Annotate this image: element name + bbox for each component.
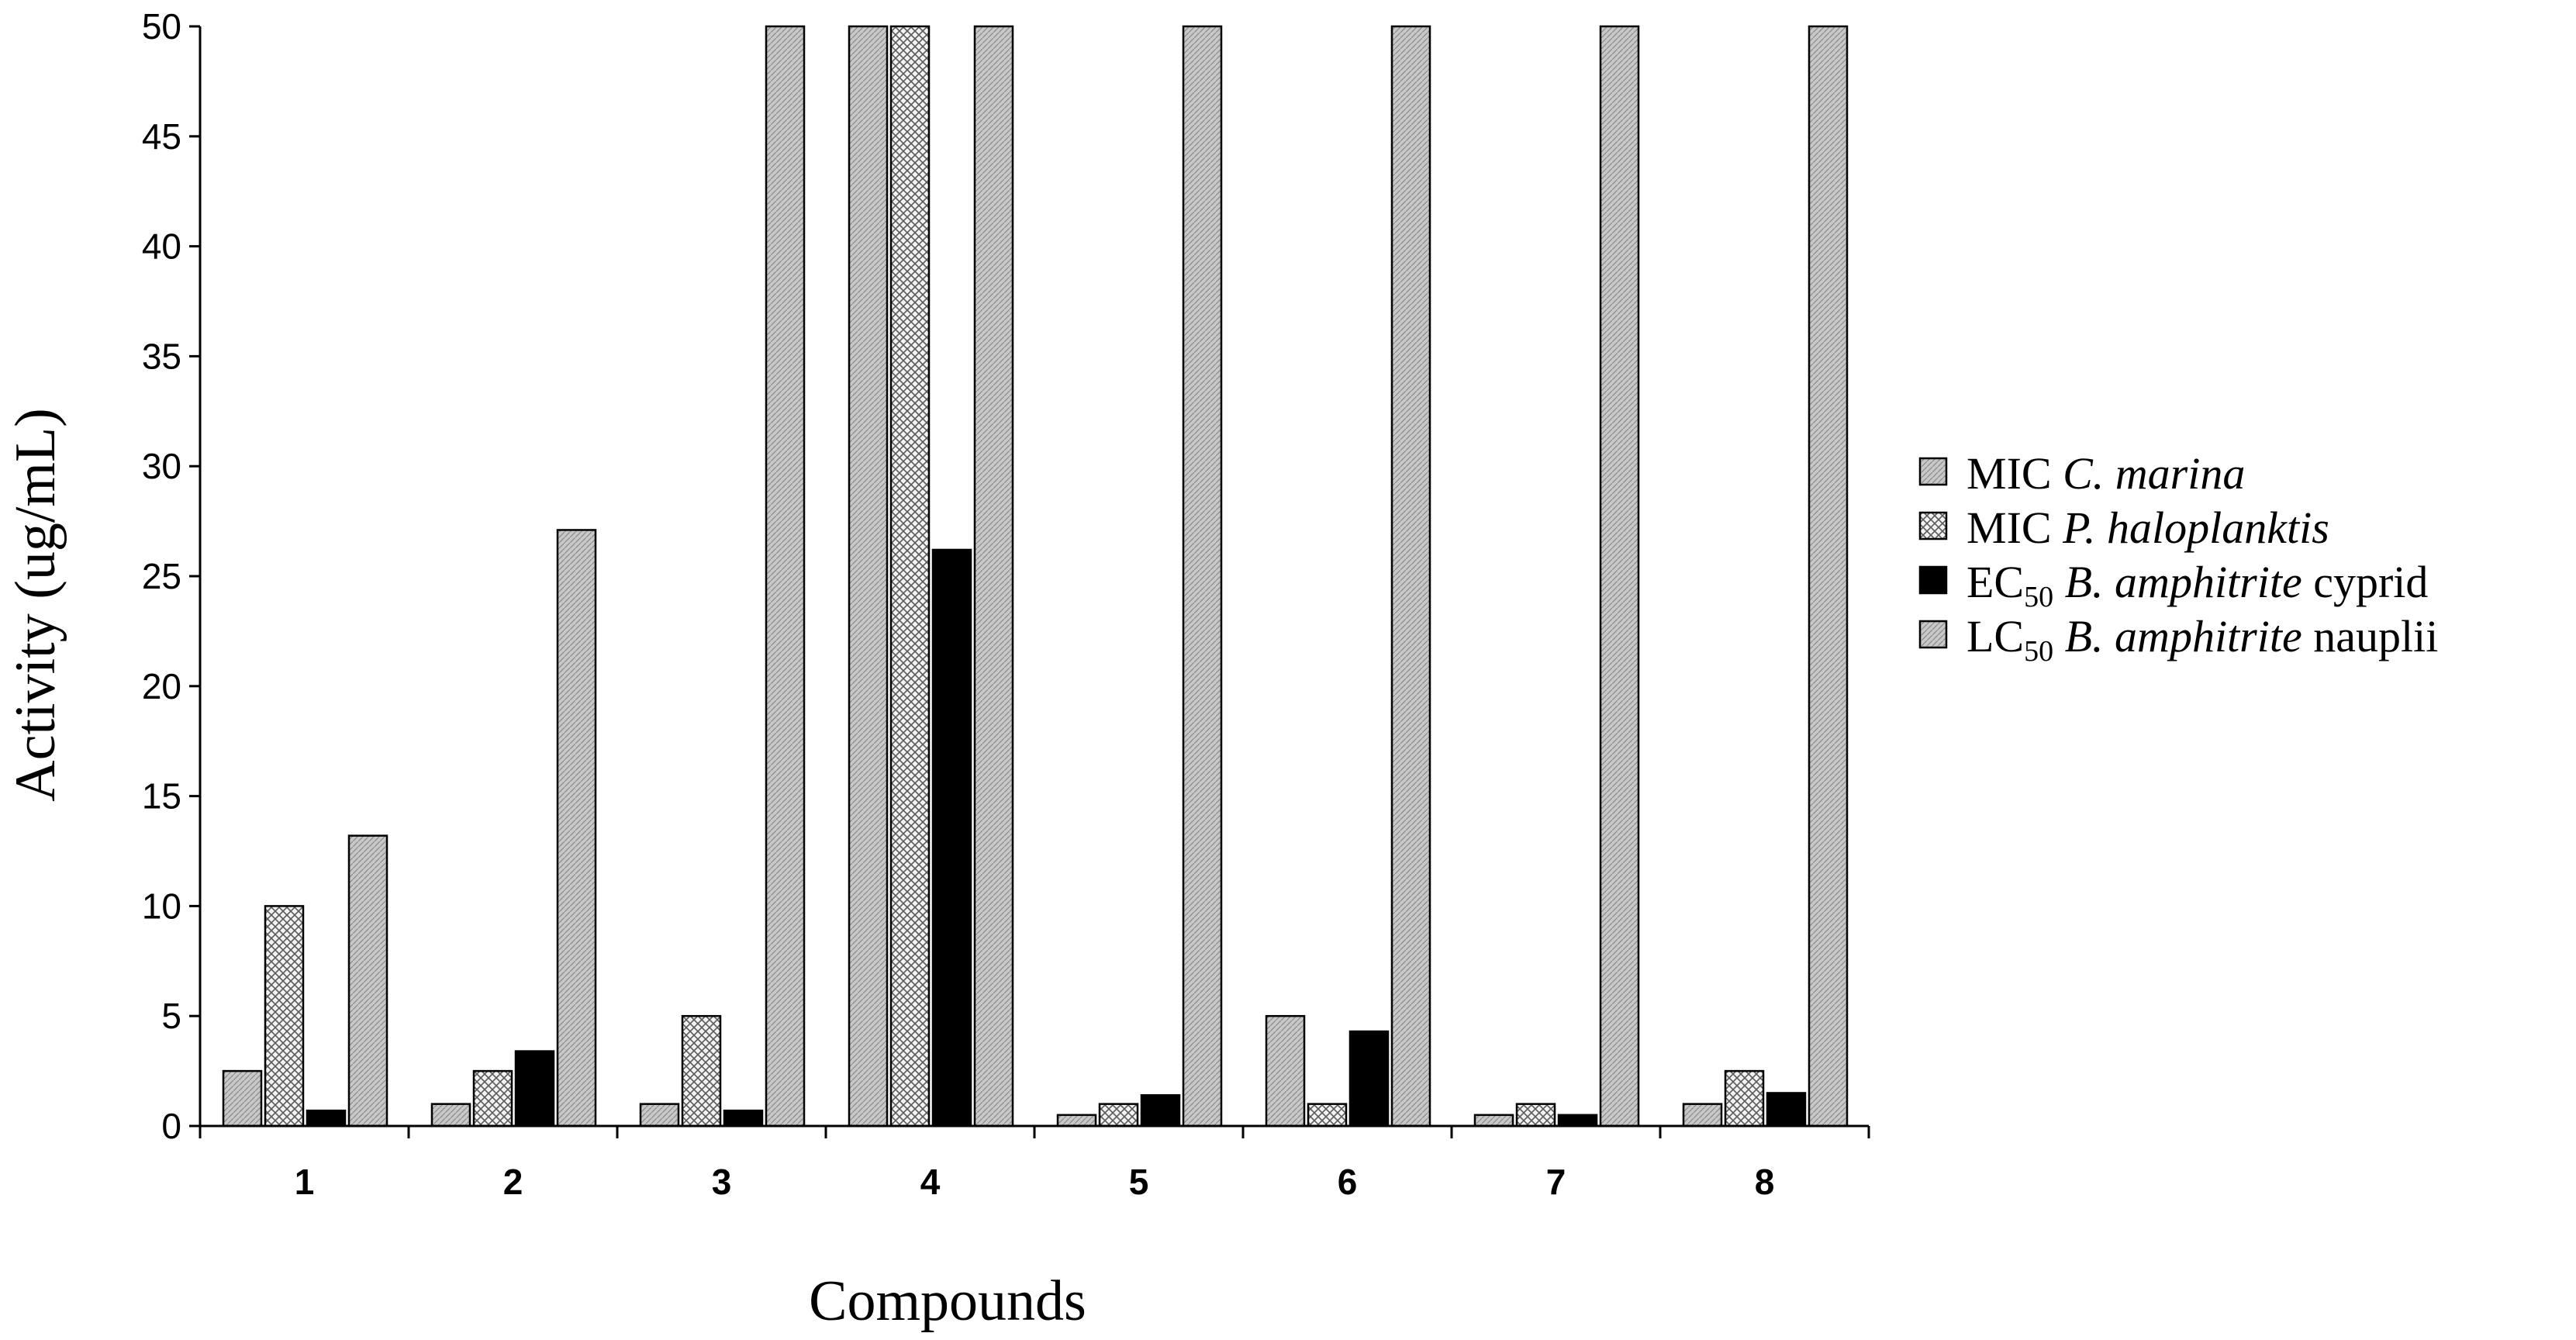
x-category-label: 4 xyxy=(920,1162,941,1202)
bar xyxy=(1140,1094,1181,1128)
bar xyxy=(639,1103,680,1128)
legend-label: LC50 B. amphitrite nauplii xyxy=(1967,611,2438,668)
bar xyxy=(472,1069,513,1128)
y-tick-label: 15 xyxy=(142,776,181,817)
y-tick-label: 0 xyxy=(161,1106,181,1146)
bar xyxy=(1682,1103,1723,1128)
x-category-label: 5 xyxy=(1129,1162,1149,1202)
bar xyxy=(264,905,305,1128)
x-category-label: 1 xyxy=(295,1162,315,1202)
bar xyxy=(430,1103,471,1128)
bar xyxy=(1724,1069,1765,1128)
bar xyxy=(1098,1103,1139,1128)
y-tick-label: 30 xyxy=(142,446,181,486)
bar xyxy=(1808,25,1849,1128)
bar xyxy=(765,25,806,1128)
bar xyxy=(1348,1030,1390,1128)
bar xyxy=(1390,25,1431,1128)
y-axis-title: Activity (ug/mL) xyxy=(4,408,67,802)
legend-label: MIC P. haloplanktis xyxy=(1967,502,2329,553)
x-category-label: 8 xyxy=(1755,1162,1775,1202)
y-tick-label: 50 xyxy=(142,6,181,47)
y-tick-label: 10 xyxy=(142,886,181,926)
legend-label: MIC C. marina xyxy=(1967,448,2245,499)
y-tick-label: 25 xyxy=(142,556,181,596)
bar xyxy=(1599,25,1640,1128)
y-ticks: 0 5 10 15 20 25 30 35 40 45 50 xyxy=(142,6,200,1146)
bar xyxy=(1557,1114,1598,1128)
legend-swatch xyxy=(1918,457,1948,486)
x-category-label: 3 xyxy=(712,1162,732,1202)
bar xyxy=(889,25,931,1128)
bar xyxy=(848,25,889,1128)
bar xyxy=(1766,1092,1807,1128)
bar xyxy=(514,1050,555,1128)
bar xyxy=(1182,25,1223,1128)
y-tick-label: 35 xyxy=(142,336,181,376)
x-category-label: 2 xyxy=(503,1162,523,1202)
x-category-label: 7 xyxy=(1546,1162,1566,1202)
y-tick-label: 45 xyxy=(142,116,181,157)
bar xyxy=(1056,1114,1097,1128)
bar xyxy=(1515,1103,1556,1128)
y-tick-label: 20 xyxy=(142,666,181,706)
legend-swatch xyxy=(1918,620,1948,649)
bar xyxy=(347,834,388,1128)
bar xyxy=(556,529,597,1128)
y-tick-label: 5 xyxy=(161,996,181,1036)
y-tick-label: 40 xyxy=(142,226,181,267)
legend-label: EC50 B. amphitrite cyprid xyxy=(1967,557,2428,613)
bar xyxy=(723,1109,764,1128)
bar xyxy=(1473,1114,1514,1128)
legend-swatch xyxy=(1918,565,1948,595)
bar xyxy=(1307,1103,1348,1128)
x-axis-title: Compounds xyxy=(809,1269,1086,1333)
x-ticks: 1 2 3 4 5 6 7 8 xyxy=(199,1126,1870,1202)
bars xyxy=(222,25,1849,1128)
legend-swatch xyxy=(1918,511,1948,540)
bar xyxy=(222,1069,263,1128)
bar xyxy=(1265,1014,1306,1128)
bar xyxy=(681,1014,722,1128)
bar xyxy=(306,1109,347,1128)
x-category-label: 6 xyxy=(1338,1162,1358,1202)
bar xyxy=(931,548,972,1128)
bar xyxy=(973,25,1014,1128)
